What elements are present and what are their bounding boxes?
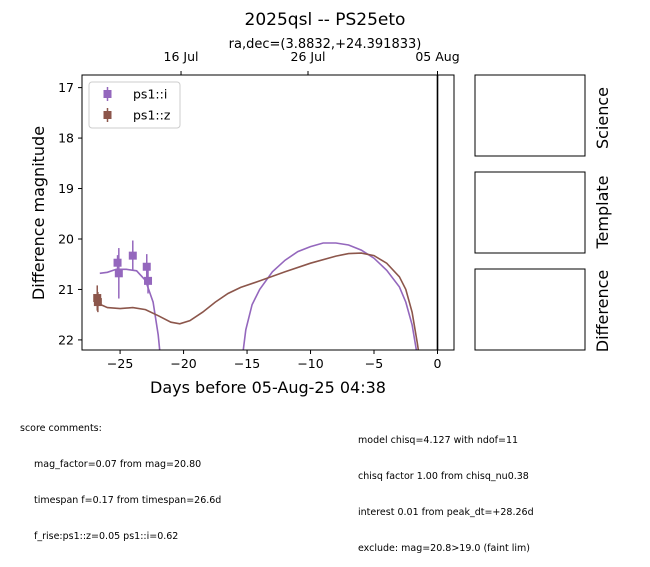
y-tick-label: 19	[58, 181, 74, 196]
template-label: Template	[593, 175, 612, 249]
model-curve-ps1-i	[99, 242, 418, 350]
model-comments: model chisq=4.127 with ndof=11 chisq fac…	[358, 411, 534, 567]
top-tick-label: 05 Aug	[415, 49, 459, 64]
data-point-ps1-i	[144, 276, 153, 285]
data-point-ps1-i	[114, 269, 123, 278]
chart-title: 2025qsl -- PS25eto	[245, 10, 406, 30]
x-tick-label: −25	[107, 356, 133, 371]
data-point-ps1-i	[142, 262, 151, 271]
difference-label: Difference	[593, 270, 612, 352]
top-tick-label: 16 Jul	[164, 49, 199, 64]
data-point-ps1-z	[93, 298, 102, 307]
x-tick-label: −15	[234, 356, 260, 371]
score-comment-line: timespan f=0.17 from timespan=26.6d	[34, 495, 222, 506]
y-tick-label: 20	[58, 231, 74, 246]
score-comments-heading: score comments:	[20, 423, 102, 434]
legend-marker-ps1-z	[103, 108, 112, 122]
y-tick-label: 22	[58, 332, 74, 347]
data-point-ps1-i	[113, 258, 122, 267]
data-point-ps1-i	[128, 251, 137, 260]
x-tick-label: −5	[365, 356, 383, 371]
score-comments: score comments: mag_factor=0.07 from mag…	[20, 399, 221, 555]
model-comment-line: model chisq=4.127 with ndof=11	[358, 435, 519, 446]
legend-box	[88, 81, 181, 129]
legend-label-ps1-i: ps1::i	[133, 87, 167, 102]
x-tick-label: −10	[297, 356, 323, 371]
template-panel	[474, 171, 586, 254]
chart-subtitle: ra,dec=(3.8832,+24.391833)	[229, 37, 422, 52]
legend: ps1::i ps1::z	[88, 81, 181, 129]
x-tick-label: −20	[170, 356, 196, 371]
top-tick-label: 26 Jul	[291, 49, 326, 64]
model-comment-line: chisq factor 1.00 from chisq_nu0.38	[358, 471, 529, 482]
difference-panel	[474, 268, 586, 351]
y-tick-label: 21	[58, 282, 74, 297]
plot-frame	[81, 74, 455, 351]
y-axis-label: Difference magnitude	[29, 126, 48, 300]
score-comment-line: f_rise:ps1::z=0.05 ps1::i=0.62	[34, 531, 179, 542]
model-comment-line: interest 0.01 from peak_dt=+28.26d	[358, 507, 534, 518]
model-comment-line: exclude: mag=20.8>19.0 (faint lim)	[358, 543, 530, 554]
y-tick-label: 17	[58, 80, 74, 95]
score-comment-line: mag_factor=0.07 from mag=20.80	[34, 459, 202, 470]
science-label: Science	[593, 87, 612, 149]
legend-marker-ps1-i	[103, 87, 112, 101]
x-tick-label: 0	[434, 356, 442, 371]
legend-label-ps1-z: ps1::z	[133, 108, 171, 123]
x-axis-label: Days before 05-Aug-25 04:38	[150, 378, 386, 397]
plot-area	[93, 75, 439, 350]
light-curve-figure: 2025qsl -- PS25eto ra,dec=(3.8832,+24.39…	[29, 10, 612, 397]
y-tick-label: 18	[58, 131, 74, 146]
axis-ticks: −25 −20 −15 −10 −5 0 17 18 19 20 21 22 16 Jul 26 Jul 0…	[58, 49, 460, 371]
model-curve-ps1-z	[98, 252, 420, 350]
science-panel	[474, 74, 586, 157]
